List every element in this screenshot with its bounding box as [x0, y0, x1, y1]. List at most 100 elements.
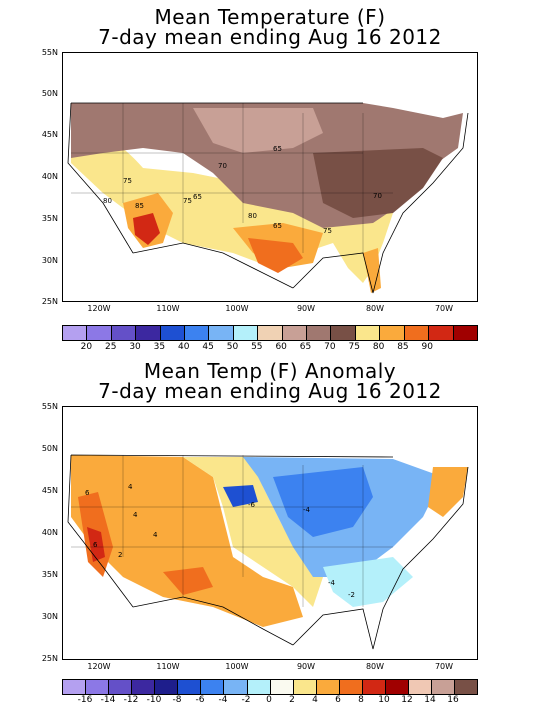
contour-label: 6: [85, 489, 90, 497]
colorbar-swatch: [224, 680, 248, 694]
lat-label: 25N: [41, 654, 58, 663]
lon-label: 80W: [365, 304, 385, 313]
colorbar-tick-label: 30: [129, 342, 141, 352]
colorbar-swatch: [385, 680, 409, 694]
map1-title-line2: 7-day mean ending Aug 16 2012: [98, 25, 442, 49]
lon-label: 90W: [296, 304, 316, 313]
colorbar-swatch: [316, 680, 340, 694]
lat-label: 40N: [41, 528, 58, 537]
contour-label: 70: [218, 162, 227, 170]
contour-label: 65: [193, 193, 202, 201]
colorbar-swatch: [155, 680, 179, 694]
contour-label: 4: [153, 531, 158, 539]
lat-label: 55N: [41, 402, 58, 411]
lat-label: 50N: [41, 89, 58, 98]
map2-state-lines: [71, 455, 393, 607]
contour-label: -4: [303, 506, 311, 514]
colorbar-swatch: [86, 680, 110, 694]
colorbar-tick-label: 40: [178, 342, 190, 352]
map1-region-70: [313, 148, 443, 218]
colorbar-tick-label: 65: [299, 342, 312, 352]
colorbar-tick-label: 25: [104, 342, 117, 352]
colorbar-tick-label: -4: [218, 695, 228, 705]
colorbar-swatch: [136, 326, 161, 340]
colorbar-swatch: [429, 326, 454, 340]
map2-region-hotter-ca: [87, 527, 105, 562]
map1-contour-labels: 65 70 65 65 75 75 70 80 80 85 75: [103, 145, 382, 235]
lat-label: 25N: [41, 297, 58, 306]
colorbar-swatch: [233, 326, 259, 340]
colorbar-tick-label: 55: [251, 342, 263, 352]
lon-label: 100W: [225, 304, 249, 313]
contour-label: 65: [273, 222, 282, 230]
colorbar-swatch: [331, 326, 356, 340]
lon-label: 70W: [434, 662, 454, 671]
map2-svg: 4 6 6 4 -6 -4 -4 -2 4 2: [67, 454, 469, 650]
map2-panel: 4 6 6 4 -6 -4 -4 -2 4 2: [62, 406, 478, 660]
colorbar-tick-label: 35: [153, 342, 166, 352]
colorbar-swatch: [380, 326, 405, 340]
colorbar-swatch: [293, 680, 317, 694]
lat-label: 45N: [41, 130, 58, 139]
lon-label: 70W: [434, 304, 454, 313]
colorbar-swatch: [455, 680, 478, 694]
colorbar-swatch: [209, 326, 234, 340]
contour-label: 75: [123, 177, 132, 185]
map1-title-line1: Mean Temperature (F): [154, 5, 386, 29]
lat-label: 45N: [41, 486, 58, 495]
contour-label: 80: [248, 212, 257, 220]
lat-label: 55N: [41, 48, 58, 57]
colorbar-swatch: [453, 326, 477, 340]
lon-label: 100W: [225, 662, 249, 671]
lat-label: 30N: [41, 612, 58, 621]
colorbar-swatch: [404, 326, 430, 340]
map1-colorbar: [62, 325, 478, 341]
lat-label: 30N: [41, 256, 58, 265]
map1-region-90: [133, 213, 160, 245]
colorbar-tick-label: 12: [401, 695, 413, 705]
colorbar-swatch: [63, 326, 88, 340]
colorbar-swatch: [355, 326, 381, 340]
lon-label: 90W: [296, 662, 316, 671]
colorbar-swatch: [258, 326, 283, 340]
colorbar-tick-label: 50: [226, 342, 239, 352]
map1-region-fl: [363, 248, 381, 293]
colorbar-tick-label: 90: [421, 342, 433, 352]
contour-label: 85: [135, 202, 144, 210]
colorbar-swatch: [109, 680, 133, 694]
contour-label: 75: [183, 197, 192, 205]
lat-label: 40N: [41, 172, 58, 181]
colorbar-tick-label: 45: [202, 342, 214, 352]
colorbar-swatch: [63, 680, 87, 694]
colorbar-swatch: [247, 680, 271, 694]
colorbar-swatch: [408, 680, 432, 694]
colorbar-tick-label: -8: [172, 695, 182, 705]
map2-region-cool-2: [273, 467, 373, 537]
map2-region-warm: [71, 455, 303, 627]
colorbar-tick-label: -12: [123, 695, 139, 705]
colorbar-tick-label: 80: [372, 342, 385, 352]
map2-region-cold: [223, 485, 258, 507]
colorbar-tick-label: 16: [447, 695, 459, 705]
map2-region-ne: [428, 467, 468, 517]
colorbar-swatch: [270, 680, 294, 694]
colorbar-tick-label: -16: [77, 695, 93, 705]
colorbar-tick-label: -2: [241, 695, 251, 705]
contour-label: 65: [273, 145, 282, 153]
colorbar-swatch: [185, 326, 210, 340]
colorbar-tick-label: 10: [378, 695, 390, 705]
colorbar-swatch: [362, 680, 386, 694]
colorbar-tick-label: 70: [324, 342, 336, 352]
lat-label: 50N: [41, 444, 58, 453]
contour-label: 4: [128, 483, 133, 491]
colorbar-swatch: [87, 326, 112, 340]
map2-contour-labels: 4 6 6 4 -6 -4 -4 -2 4 2: [85, 483, 355, 599]
contour-label: 70: [373, 192, 382, 200]
colorbar-tick-label: 8: [358, 695, 364, 705]
colorbar-swatch: [201, 680, 225, 694]
lat-label: 35N: [41, 570, 58, 579]
contour-label: -4: [328, 579, 336, 587]
lat-label: 35N: [41, 214, 58, 223]
contour-label: 80: [103, 197, 112, 205]
lon-label: 120W: [87, 304, 111, 313]
